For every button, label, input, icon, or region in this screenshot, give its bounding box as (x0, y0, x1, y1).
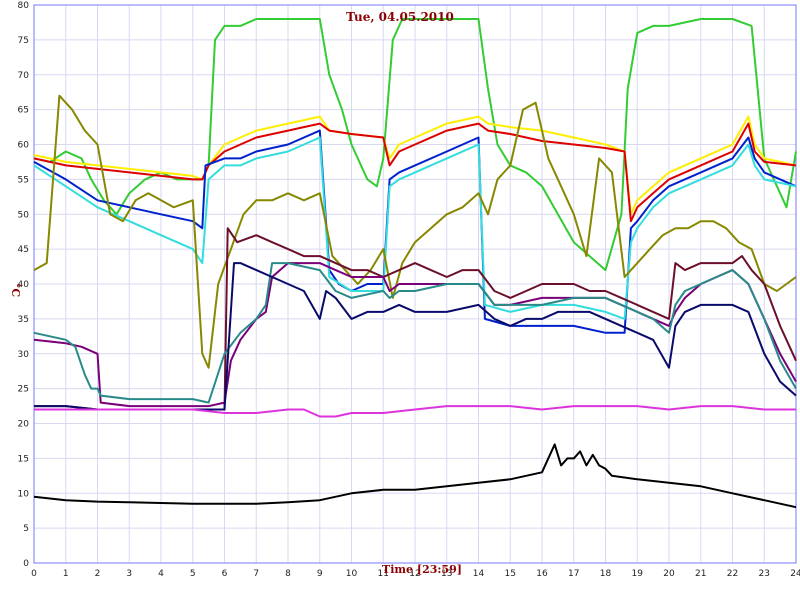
y-tick-label: 35 (18, 315, 29, 325)
plot-frame (33, 4, 797, 564)
x-tick-label: 8 (285, 569, 291, 579)
x-tick-label: 11 (378, 569, 389, 579)
x-tick-label: 17 (568, 569, 579, 579)
y-axis-label: °C (9, 283, 22, 298)
y-tick-label: 60 (18, 141, 30, 151)
y-tick-label: 15 (18, 454, 29, 464)
x-tick-label: 7 (253, 569, 259, 579)
y-tick-label: 50 (18, 210, 30, 220)
x-axis-label: Time [23:59] (382, 563, 462, 576)
y-tick-label: 75 (18, 36, 29, 46)
y-tick-label: 5 (23, 524, 29, 534)
x-tick-label: 19 (632, 569, 644, 579)
y-tick-label: 10 (18, 489, 30, 499)
y-tick-label: 30 (18, 350, 30, 360)
series-line-3 (33, 122, 797, 223)
y-tick-label: 55 (18, 175, 29, 185)
y-tick-label: 40 (18, 280, 30, 290)
y-tick-label: 80 (18, 1, 30, 11)
y-tick-label: 20 (18, 420, 30, 430)
y-tick-label: 70 (18, 71, 30, 81)
x-tick-label: 4 (158, 569, 164, 579)
x-tick-label: 16 (536, 569, 548, 579)
x-tick-label: 20 (663, 569, 675, 579)
series-line-6 (33, 94, 797, 369)
x-tick-label: 15 (505, 569, 516, 579)
series-line-7 (34, 227, 797, 411)
x-tick-labels: 0 1 2 3 4 5 6 7 8 9 10 11 12 13 14 15 16 17 18 19 20 21 22 23 24 (31, 569, 800, 579)
chart-title: Tue, 04.05.2010 (346, 10, 454, 24)
x-tick-label: 0 (31, 569, 37, 579)
x-tick-label: 13 (441, 569, 452, 579)
series-line-4 (33, 129, 797, 334)
x-tick-label: 12 (409, 569, 420, 579)
y-tick-labels: 0 5 10 15 20 25 30 35 40 45 50 55 60 65 70 75 80 (18, 1, 30, 569)
x-tick-label: 5 (190, 569, 196, 579)
x-tick-label: 1 (63, 569, 69, 579)
x-tick-label: 3 (126, 569, 132, 579)
y-tick-label: 0 (23, 559, 29, 569)
x-tick-label: 24 (790, 569, 800, 579)
x-tick-label: 18 (600, 569, 612, 579)
x-tick-label: 22 (727, 569, 738, 579)
x-tick-label: 23 (759, 569, 770, 579)
x-tick-label: 14 (473, 569, 485, 579)
y-tick-label: 45 (18, 245, 29, 255)
y-tick-label: 65 (18, 106, 29, 116)
x-tick-label: 6 (222, 569, 228, 579)
series-line-8 (33, 262, 797, 408)
x-tick-label: 2 (95, 569, 101, 579)
series-layer (33, 18, 797, 509)
y-tick-label: 25 (18, 385, 29, 395)
series-line-5 (33, 136, 797, 320)
series-line-10 (34, 262, 797, 411)
x-tick-label: 9 (317, 569, 323, 579)
x-tick-label: 21 (695, 569, 706, 579)
series-line-12 (33, 443, 797, 509)
series-line-11 (34, 405, 796, 418)
x-tick-label: 10 (346, 569, 358, 579)
series-line-9 (33, 262, 797, 404)
